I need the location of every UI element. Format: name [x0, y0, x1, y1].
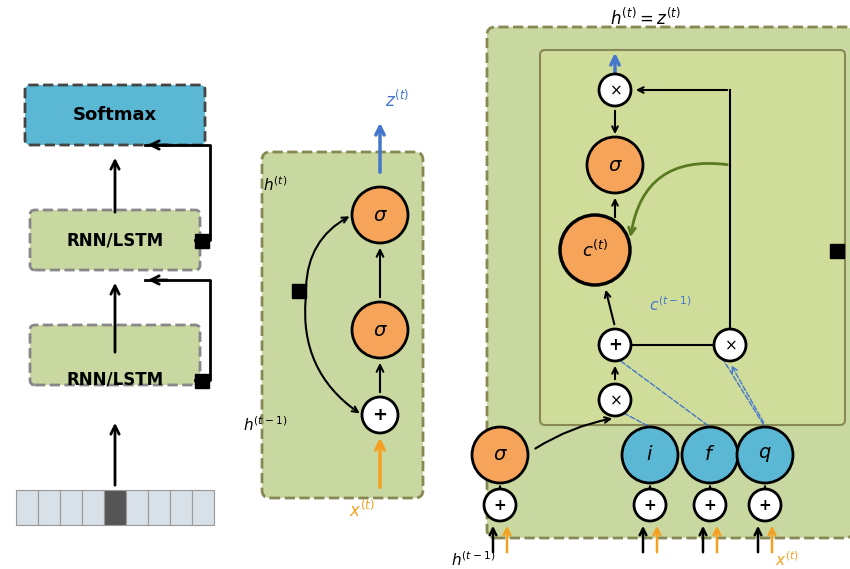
Bar — [195, 234, 209, 248]
Text: $c^{(t)}$: $c^{(t)}$ — [581, 240, 609, 261]
Polygon shape — [60, 490, 82, 525]
Text: $\sigma$: $\sigma$ — [372, 320, 388, 340]
Text: $\times$: $\times$ — [609, 393, 621, 407]
Text: +: + — [704, 497, 717, 513]
Circle shape — [352, 302, 408, 358]
Text: $h^{(t)}=z^{(t)}$: $h^{(t)}=z^{(t)}$ — [609, 7, 680, 28]
Circle shape — [599, 74, 631, 106]
Text: $q$: $q$ — [758, 446, 772, 464]
Text: $h^{(t-1)}$: $h^{(t-1)}$ — [450, 550, 495, 569]
Text: $i$: $i$ — [646, 446, 654, 464]
Bar — [292, 284, 306, 298]
Text: $c^{(t-1)}$: $c^{(t-1)}$ — [649, 296, 691, 314]
FancyArrowPatch shape — [629, 163, 728, 234]
Text: +: + — [372, 406, 388, 424]
Text: $x^{(t)}$: $x^{(t)}$ — [775, 550, 799, 569]
Circle shape — [362, 397, 398, 433]
Text: $x^{(t)}$: $x^{(t)}$ — [349, 500, 375, 521]
Circle shape — [737, 427, 793, 483]
Circle shape — [682, 427, 738, 483]
Text: $h^{(t)}$: $h^{(t)}$ — [263, 176, 287, 195]
Polygon shape — [38, 490, 60, 525]
Text: +: + — [494, 497, 507, 513]
Polygon shape — [16, 490, 38, 525]
Text: $f$: $f$ — [705, 446, 716, 464]
FancyBboxPatch shape — [25, 85, 205, 145]
FancyBboxPatch shape — [30, 325, 200, 385]
FancyBboxPatch shape — [262, 152, 423, 498]
Circle shape — [587, 137, 643, 193]
Text: $\sigma$: $\sigma$ — [372, 205, 388, 225]
Circle shape — [749, 489, 781, 521]
Polygon shape — [126, 490, 148, 525]
Circle shape — [472, 427, 528, 483]
Polygon shape — [104, 490, 126, 525]
Text: Softmax: Softmax — [73, 106, 157, 124]
Text: $\sigma$: $\sigma$ — [608, 155, 622, 175]
Circle shape — [484, 489, 516, 521]
Text: +: + — [643, 497, 656, 513]
Text: +: + — [608, 336, 622, 354]
Polygon shape — [148, 490, 170, 525]
FancyBboxPatch shape — [487, 27, 850, 538]
Circle shape — [634, 489, 666, 521]
Circle shape — [599, 384, 631, 416]
Text: $\times$: $\times$ — [723, 337, 736, 353]
Circle shape — [694, 489, 726, 521]
Circle shape — [599, 329, 631, 361]
Text: RNN/LSTM: RNN/LSTM — [66, 371, 163, 389]
Text: RNN/LSTM: RNN/LSTM — [66, 231, 163, 249]
FancyBboxPatch shape — [540, 50, 845, 425]
Bar — [195, 374, 209, 388]
Text: $h^{(t-1)}$: $h^{(t-1)}$ — [243, 415, 287, 434]
Polygon shape — [170, 490, 192, 525]
Circle shape — [622, 427, 678, 483]
Text: +: + — [758, 497, 771, 513]
Circle shape — [352, 187, 408, 243]
Circle shape — [560, 215, 630, 285]
Text: $\sigma$: $\sigma$ — [492, 446, 507, 464]
Polygon shape — [82, 490, 104, 525]
Text: $z^{(t)}$: $z^{(t)}$ — [385, 89, 409, 110]
Bar — [830, 244, 844, 258]
Text: $\times$: $\times$ — [609, 83, 621, 97]
Polygon shape — [192, 490, 214, 525]
Circle shape — [714, 329, 746, 361]
FancyBboxPatch shape — [30, 210, 200, 270]
